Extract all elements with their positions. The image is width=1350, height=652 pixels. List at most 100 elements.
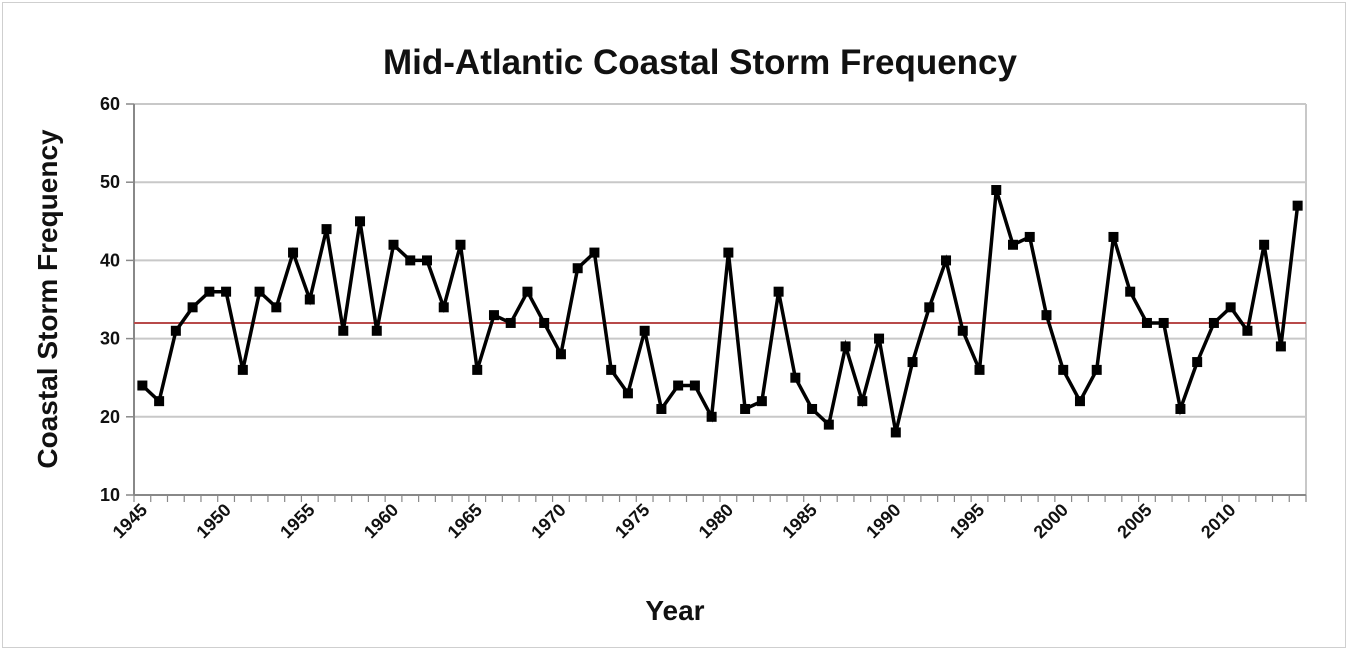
data-point — [170, 325, 181, 336]
data-point — [874, 333, 885, 344]
data-point — [371, 325, 382, 336]
data-point — [1125, 286, 1136, 297]
x-tick-labels: 1945 1950 1955 1960 1965 1970 1975 1980 1985 1990… — [109, 500, 1240, 542]
data-point — [1091, 364, 1102, 375]
axes — [126, 103, 1307, 502]
data-point — [422, 255, 432, 266]
data-point — [338, 325, 349, 336]
series-group — [137, 185, 1303, 438]
data-point — [639, 325, 650, 336]
data-point — [673, 380, 684, 391]
data-point — [1275, 341, 1286, 352]
data-point — [321, 224, 332, 235]
data-point — [924, 302, 935, 313]
data-point — [1058, 364, 1069, 375]
x-tick-label: 1950 — [192, 500, 234, 542]
data-point — [957, 325, 968, 336]
y-tick-label: 20 — [100, 407, 120, 427]
data-point — [539, 317, 550, 328]
x-tick-label: 1945 — [109, 500, 151, 542]
x-axis-title: Year — [645, 595, 704, 626]
data-point — [1141, 317, 1152, 328]
x-tick-label: 1985 — [778, 500, 820, 542]
data-point — [505, 317, 516, 328]
x-tick-label: 1955 — [276, 500, 318, 542]
x-tick-label: 1960 — [360, 500, 402, 542]
data-point — [622, 388, 633, 399]
data-point — [488, 310, 499, 321]
chart-title: Mid-Atlantic Coastal Storm Frequency — [383, 43, 1018, 82]
data-point — [857, 396, 868, 407]
x-tick-label: 2010 — [1197, 500, 1239, 542]
data-point — [1242, 325, 1253, 336]
data-point — [941, 255, 952, 266]
x-tick-label: 1995 — [946, 500, 988, 542]
data-point — [137, 380, 148, 391]
data-point — [1175, 403, 1186, 414]
data-point — [355, 216, 366, 227]
data-point — [756, 396, 767, 407]
data-point — [907, 357, 918, 368]
data-point — [1259, 239, 1270, 250]
data-point — [388, 239, 399, 250]
y-tick-label: 60 — [100, 94, 120, 114]
x-tick-label: 1980 — [695, 500, 737, 542]
y-tick-labels: 10 20 30 40 50 60 — [100, 94, 120, 505]
gridlines — [134, 103, 1307, 495]
x-tick-label: 2000 — [1030, 500, 1072, 542]
y-tick-label: 10 — [100, 485, 120, 505]
x-tick-label: 2005 — [1113, 500, 1155, 542]
y-tick-label: 30 — [100, 329, 120, 349]
data-point — [1208, 317, 1219, 328]
data-point — [1225, 302, 1236, 313]
data-point — [723, 247, 734, 258]
y-tick-label: 40 — [100, 250, 120, 270]
data-point — [438, 302, 449, 313]
data-point — [790, 372, 801, 383]
data-point — [1074, 396, 1085, 407]
data-point — [1008, 239, 1018, 250]
data-point — [271, 302, 282, 313]
data-point — [288, 247, 299, 258]
data-point — [740, 403, 751, 414]
data-point — [522, 286, 533, 297]
data-point — [974, 364, 985, 375]
x-tick-label: 1970 — [527, 500, 569, 542]
data-point — [1108, 231, 1119, 242]
data-point — [840, 341, 851, 352]
data-point — [254, 286, 265, 297]
data-point — [773, 286, 784, 297]
data-point — [572, 263, 583, 274]
y-axis-title: Coastal Storm Frequency — [32, 129, 63, 469]
data-point — [1292, 200, 1303, 211]
data-point — [589, 247, 600, 258]
data-point — [304, 294, 315, 305]
data-point — [1041, 310, 1052, 321]
data-point — [154, 396, 165, 407]
data-point — [1192, 357, 1203, 368]
data-point — [890, 427, 901, 438]
data-point — [237, 364, 248, 375]
data-point — [204, 286, 215, 297]
data-point — [555, 349, 566, 360]
data-point — [823, 419, 834, 430]
data-point — [656, 403, 667, 414]
data-point — [606, 364, 617, 375]
x-tick-label: 1965 — [444, 500, 486, 542]
data-point — [455, 239, 466, 250]
data-point — [1024, 231, 1035, 242]
data-point — [405, 255, 416, 266]
data-point — [472, 364, 483, 375]
data-point — [706, 411, 717, 422]
data-point — [991, 185, 1002, 196]
x-tick-label: 1990 — [862, 500, 904, 542]
y-tick-label: 50 — [100, 172, 120, 192]
data-point — [221, 286, 232, 297]
series-line — [141, 189, 1300, 433]
data-point — [689, 380, 700, 391]
data-point — [1158, 317, 1169, 328]
x-tick-label: 1975 — [611, 500, 653, 542]
data-point — [187, 302, 198, 313]
